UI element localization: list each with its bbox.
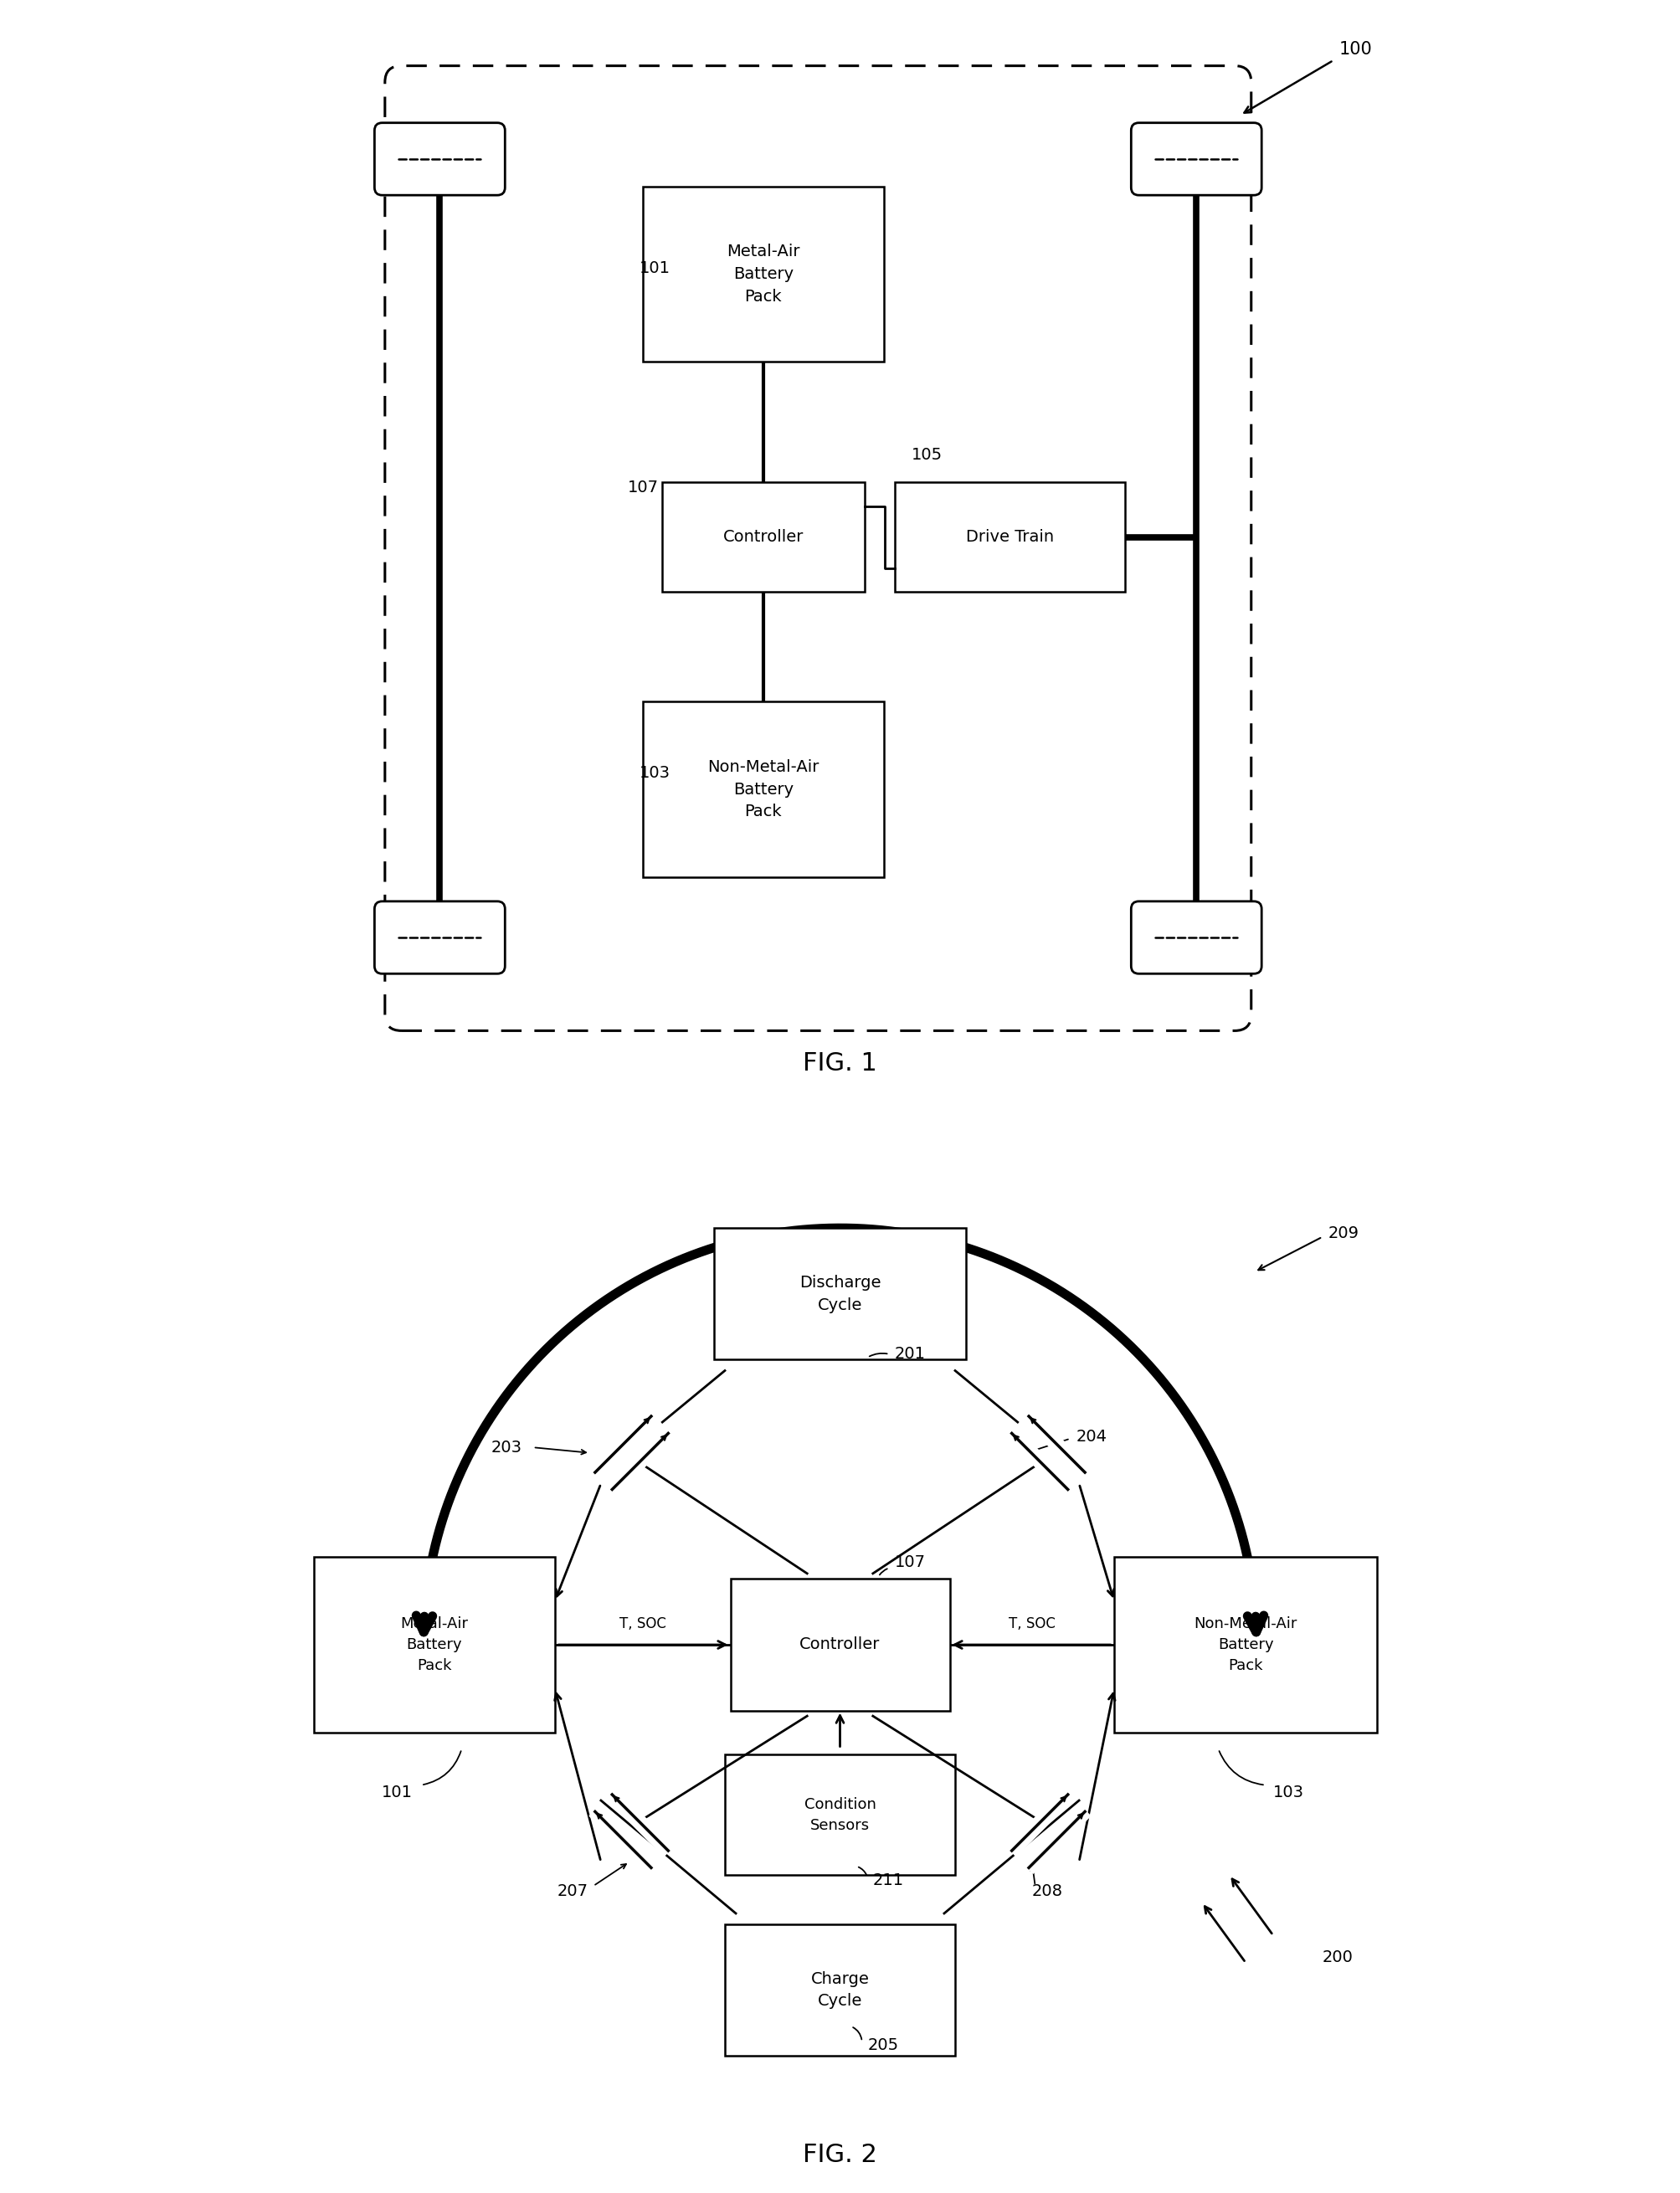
Text: 105: 105 (911, 447, 942, 463)
Bar (731, 1579, 949, 1711)
Text: Charge
Cycle: Charge Cycle (811, 1972, 869, 2009)
Text: 211: 211 (874, 1873, 904, 1888)
Bar (714, 1228, 966, 1360)
Bar (724, 1754, 956, 1875)
Bar (662, 482, 865, 592)
Text: 205: 205 (867, 2037, 899, 2053)
Text: T, SOC: T, SOC (620, 1616, 665, 1632)
Text: 101: 101 (381, 1785, 412, 1800)
Text: 100: 100 (1339, 42, 1373, 57)
Text: Non-Metal-Air
Battery
Pack: Non-Metal-Air Battery Pack (707, 759, 820, 820)
Text: 101: 101 (638, 261, 670, 276)
Bar (724, 1925, 956, 2057)
Text: Condition
Sensors: Condition Sensors (805, 1796, 875, 1833)
Bar (1114, 1557, 1378, 1732)
Text: 203: 203 (491, 1439, 522, 1456)
Text: 207: 207 (556, 1884, 588, 1899)
FancyBboxPatch shape (1131, 123, 1262, 195)
Bar (314, 1557, 554, 1732)
FancyBboxPatch shape (375, 123, 506, 195)
Text: Metal-Air
Battery
Pack: Metal-Air Battery Pack (400, 1616, 469, 1673)
Text: 201: 201 (895, 1347, 926, 1362)
Text: 107: 107 (895, 1555, 926, 1570)
Bar (643, 186, 884, 362)
Text: 103: 103 (638, 765, 670, 781)
Text: 107: 107 (628, 480, 659, 496)
Text: 209: 209 (1327, 1226, 1359, 1241)
Text: Controller: Controller (800, 1636, 880, 1654)
Text: Non-Metal-Air
Battery
Pack: Non-Metal-Air Battery Pack (1194, 1616, 1297, 1673)
Text: Controller: Controller (722, 529, 803, 546)
Text: T, SOC: T, SOC (1008, 1616, 1055, 1632)
Text: 204: 204 (1075, 1428, 1107, 1445)
FancyBboxPatch shape (1131, 901, 1262, 974)
Text: FIG. 2: FIG. 2 (803, 2143, 877, 2167)
Text: 200: 200 (1322, 1950, 1354, 1965)
Text: FIG. 1: FIG. 1 (803, 1050, 877, 1077)
Text: Drive Train: Drive Train (966, 529, 1053, 546)
FancyBboxPatch shape (375, 901, 506, 974)
Text: Discharge
Cycle: Discharge Cycle (800, 1274, 880, 1314)
Bar (643, 702, 884, 877)
Bar (895, 482, 1126, 592)
Text: 208: 208 (1032, 1884, 1063, 1899)
Text: Metal-Air
Battery
Pack: Metal-Air Battery Pack (727, 243, 800, 305)
Text: 103: 103 (1273, 1785, 1304, 1800)
